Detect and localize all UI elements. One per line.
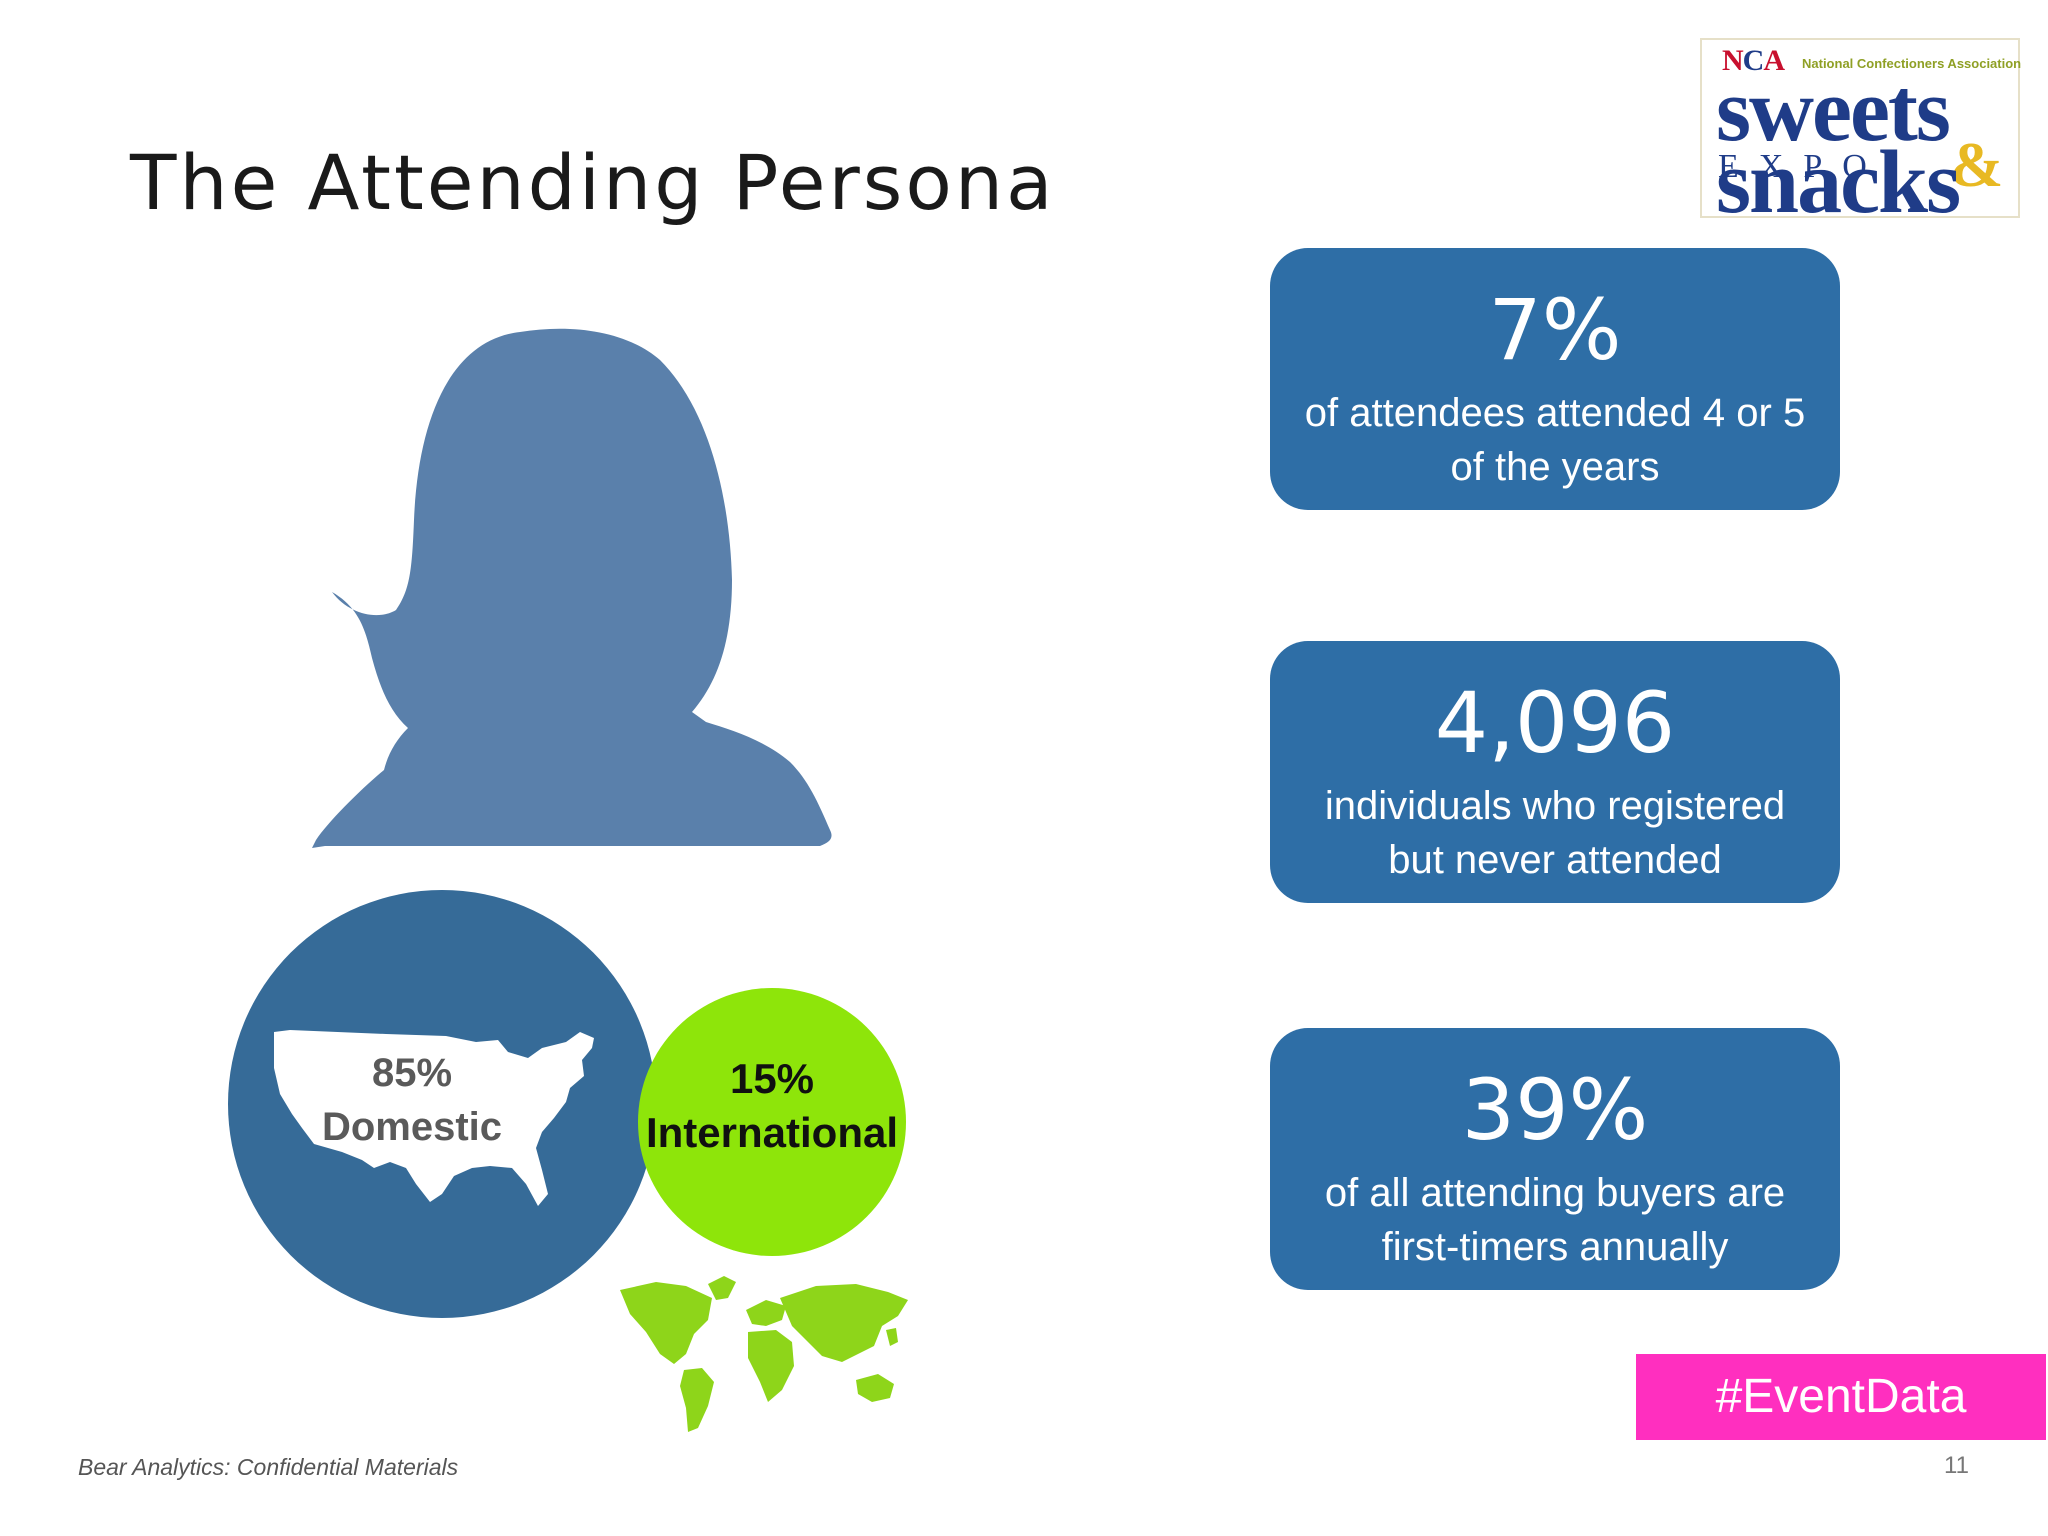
stat-value: 7%	[1488, 281, 1622, 379]
stat-box-no-shows: 4,096 individuals who registered but nev…	[1270, 641, 1840, 903]
us-map-icon	[274, 1030, 594, 1206]
international-label: International	[645, 1109, 899, 1156]
international-stat: 15% International	[638, 1052, 906, 1160]
sweets-snacks-logo: NCA National Confectioners Association s…	[1700, 38, 2022, 228]
domestic-stat: 85% Domestic	[312, 1046, 512, 1154]
international-circle	[638, 988, 906, 1256]
stat-value: 39%	[1461, 1061, 1649, 1159]
domestic-label: Domestic	[321, 1105, 503, 1149]
logo-word-snacks: snacks	[1716, 133, 1961, 232]
international-percent: 15%	[729, 1055, 815, 1102]
nca-logo-mark: NCA	[1722, 44, 1785, 78]
stat-box-first-timers: 39% of all attending buyers are first-ti…	[1270, 1028, 1840, 1290]
logo-word-sweets: sweets	[1716, 61, 1951, 160]
hashtag-banner: #EventData	[1636, 1354, 2046, 1440]
stat-description: individuals who registered but never att…	[1324, 784, 1786, 882]
stat-box-repeat-attendees: 7% of attendees attended 4 or 5 of the y…	[1270, 248, 1840, 510]
logo-ampersand: &	[1950, 129, 2004, 200]
logo-word-expo: EXPO	[1718, 148, 1887, 185]
nca-letter-c: C	[1742, 44, 1765, 77]
page-number: 11	[1944, 1452, 1969, 1479]
domestic-percent: 85%	[371, 1051, 453, 1095]
footer-confidential: Bear Analytics: Confidential Materials	[78, 1454, 459, 1480]
world-map-icon	[620, 1276, 908, 1432]
stat-value: 4,096	[1434, 674, 1676, 772]
nca-letter-a: A	[1763, 44, 1785, 77]
slide-title: The Attending Persona	[130, 138, 1056, 227]
association-name: National Confectioners Association	[1802, 56, 2022, 71]
nca-letter-n: N	[1722, 44, 1744, 77]
stat-description: of all attending buyers are first-timers…	[1324, 1171, 1786, 1269]
persona-silhouette-icon	[312, 328, 832, 848]
stat-description: of attendees attended 4 or 5 of the year…	[1304, 391, 1806, 489]
